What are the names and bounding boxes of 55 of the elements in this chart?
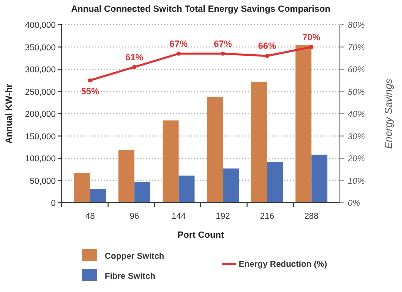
data-label: 70%: [302, 32, 321, 42]
bar: [223, 168, 240, 203]
x-axis-title: Port Count: [178, 230, 224, 240]
x-tick-label: 216: [260, 211, 275, 221]
data-label: 66%: [258, 41, 276, 52]
point: [265, 54, 270, 58]
y2-tick-label: 80%: [348, 20, 366, 30]
bar: [312, 154, 328, 203]
y-tick-label: 400,000: [25, 20, 56, 30]
bar: [162, 120, 179, 203]
bar: [178, 176, 195, 203]
y-tick-label: 100,000: [25, 154, 56, 164]
y-tick-label: 300,000: [25, 64, 56, 74]
y-tick-label: 200,000: [25, 109, 56, 119]
bar: [251, 82, 268, 203]
legend-label: Copper Switch: [105, 251, 165, 261]
legend-label: Energy Reduction (%): [239, 259, 328, 269]
y2-tick-label: 20%: [347, 154, 366, 164]
point: [310, 45, 314, 50]
y2-tick-label: 0%: [348, 198, 361, 208]
chart-title: Annual Connected Switch Total Energy Savings Comparison: [71, 4, 331, 14]
data-label: 67%: [214, 38, 232, 49]
legend-label: Fibre Switch: [105, 271, 156, 281]
x-tick-label: 288: [304, 211, 320, 221]
y2-tick-label: 50%: [348, 86, 366, 97]
y-tick-label: 150,000: [25, 131, 56, 142]
x-tick-label: 48: [86, 211, 96, 221]
x-tick-label: 192: [216, 211, 230, 221]
data-label: 67%: [170, 38, 188, 49]
bar: [296, 45, 312, 203]
y-tick-label: 50,000: [30, 176, 56, 186]
point: [88, 78, 92, 83]
data-label: 61%: [126, 52, 144, 62]
y2-tick-label: 10%: [348, 176, 366, 186]
y-axis-title: Annual KW-hr: [4, 84, 14, 144]
y-tick-label: 350,000: [25, 42, 56, 52]
y2-tick-label: 60%: [348, 64, 366, 74]
data-label: 55%: [81, 86, 100, 97]
bar: [90, 189, 106, 203]
point: [176, 52, 181, 56]
y2-axis-title: Energy Savings: [384, 78, 395, 150]
y2-tick-label: 70%: [348, 42, 366, 52]
x-tick-label: 144: [172, 211, 186, 221]
bar: [267, 162, 284, 203]
bar: [134, 182, 151, 203]
bar: [118, 150, 135, 203]
point: [132, 65, 137, 70]
bar: [207, 97, 224, 203]
y2-tick-label: 30%: [348, 131, 366, 142]
y-tick-label: 250,000: [25, 86, 56, 97]
y2-tick-label: 40%: [348, 109, 366, 119]
y-tick-label: 0: [51, 198, 56, 208]
x-tick-label: 96: [130, 211, 140, 221]
bar: [74, 173, 90, 203]
point: [221, 52, 226, 56]
